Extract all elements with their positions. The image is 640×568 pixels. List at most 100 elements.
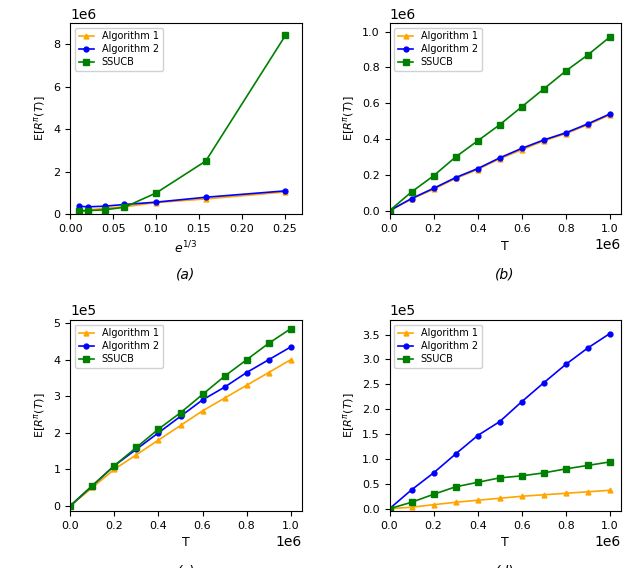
SSUCB <box>155 425 163 432</box>
Y-axis label: E[$R^{\pi}(T)$]: E[$R^{\pi}(T)$] <box>32 95 48 141</box>
Algorithm 2 <box>452 174 460 181</box>
Line: SSUCB: SSUCB <box>68 326 293 508</box>
Algorithm 1 <box>496 156 504 162</box>
Algorithm 2 <box>562 130 570 136</box>
Algorithm 1 <box>202 195 209 202</box>
Algorithm 2 <box>584 345 591 352</box>
Line: SSUCB: SSUCB <box>387 459 612 512</box>
SSUCB <box>606 458 614 465</box>
Algorithm 1 <box>101 205 109 212</box>
Algorithm 1 <box>221 395 228 402</box>
Algorithm 1 <box>386 506 394 512</box>
SSUCB <box>67 502 74 509</box>
Algorithm 1 <box>84 207 92 214</box>
Algorithm 1 <box>287 356 294 363</box>
SSUCB <box>584 462 591 469</box>
Algorithm 1 <box>408 504 415 511</box>
Algorithm 1 <box>518 147 525 153</box>
Algorithm 1 <box>152 199 160 206</box>
Legend: Algorithm 1, Algorithm 2, SSUCB: Algorithm 1, Algorithm 2, SSUCB <box>394 28 482 71</box>
Algorithm 2 <box>452 450 460 457</box>
SSUCB <box>452 483 460 490</box>
SSUCB <box>101 206 109 213</box>
Line: SSUCB: SSUCB <box>387 34 612 214</box>
Algorithm 2 <box>155 429 163 436</box>
SSUCB <box>540 86 548 93</box>
Algorithm 1 <box>408 195 415 202</box>
SSUCB <box>152 190 160 197</box>
SSUCB <box>408 499 415 506</box>
Algorithm 2 <box>474 432 481 439</box>
SSUCB <box>496 474 504 481</box>
Algorithm 1 <box>75 208 83 215</box>
Algorithm 1 <box>584 122 591 128</box>
Algorithm 2 <box>221 384 228 391</box>
SSUCB <box>386 207 394 214</box>
Algorithm 2 <box>496 154 504 161</box>
Text: (a): (a) <box>177 268 196 282</box>
Algorithm 2 <box>518 398 525 405</box>
Algorithm 1 <box>88 484 96 491</box>
Line: Algorithm 2: Algorithm 2 <box>387 111 612 213</box>
SSUCB <box>540 470 548 477</box>
Algorithm 2 <box>606 330 614 337</box>
SSUCB <box>584 52 591 59</box>
X-axis label: T: T <box>501 240 509 253</box>
Algorithm 2 <box>606 111 614 118</box>
Algorithm 2 <box>75 203 83 210</box>
Algorithm 2 <box>198 396 206 403</box>
Text: (b): (b) <box>495 268 515 282</box>
SSUCB <box>120 204 128 211</box>
Algorithm 1 <box>177 422 184 429</box>
Algorithm 1 <box>120 203 128 210</box>
Algorithm 1 <box>562 130 570 137</box>
SSUCB <box>429 491 437 498</box>
Line: Algorithm 1: Algorithm 1 <box>68 357 293 508</box>
Legend: Algorithm 1, Algorithm 2, SSUCB: Algorithm 1, Algorithm 2, SSUCB <box>76 28 163 71</box>
Algorithm 2 <box>496 418 504 425</box>
Algorithm 1 <box>67 502 74 509</box>
SSUCB <box>88 482 96 489</box>
Algorithm 2 <box>243 369 250 376</box>
Algorithm 2 <box>518 145 525 152</box>
SSUCB <box>562 466 570 473</box>
SSUCB <box>408 189 415 195</box>
Y-axis label: E[$R^{\pi}(T)$]: E[$R^{\pi}(T)$] <box>340 392 356 438</box>
Algorithm 2 <box>282 187 289 194</box>
Algorithm 1 <box>496 495 504 502</box>
Y-axis label: E[$R^{\pi}(T)$]: E[$R^{\pi}(T)$] <box>340 95 356 141</box>
Algorithm 1 <box>386 207 394 214</box>
Algorithm 2 <box>152 199 160 206</box>
Algorithm 1 <box>606 111 614 118</box>
Algorithm 1 <box>562 490 570 496</box>
SSUCB <box>474 479 481 486</box>
X-axis label: T: T <box>182 537 190 549</box>
Algorithm 1 <box>584 488 591 495</box>
SSUCB <box>243 356 250 363</box>
Algorithm 2 <box>408 195 415 202</box>
Algorithm 2 <box>132 446 140 453</box>
SSUCB <box>221 373 228 379</box>
Legend: Algorithm 1, Algorithm 2, SSUCB: Algorithm 1, Algorithm 2, SSUCB <box>394 324 482 368</box>
Line: Algorithm 1: Algorithm 1 <box>387 488 612 511</box>
Algorithm 2 <box>177 413 184 420</box>
Algorithm 1 <box>429 502 437 508</box>
SSUCB <box>518 473 525 479</box>
Line: Algorithm 2: Algorithm 2 <box>77 189 288 209</box>
Y-axis label: E[$R^{\pi}(T)$]: E[$R^{\pi}(T)$] <box>32 392 48 438</box>
Algorithm 1 <box>429 186 437 193</box>
Algorithm 1 <box>198 407 206 414</box>
Line: Algorithm 1: Algorithm 1 <box>387 112 612 213</box>
Algorithm 1 <box>282 189 289 195</box>
SSUCB <box>496 122 504 128</box>
Algorithm 1 <box>452 175 460 182</box>
SSUCB <box>282 32 289 39</box>
Algorithm 2 <box>386 207 394 214</box>
Algorithm 1 <box>452 499 460 506</box>
Algorithm 2 <box>429 470 437 477</box>
Line: SSUCB: SSUCB <box>76 33 288 214</box>
Algorithm 1 <box>540 137 548 144</box>
Algorithm 1 <box>132 451 140 458</box>
Algorithm 2 <box>540 379 548 386</box>
SSUCB <box>429 172 437 179</box>
